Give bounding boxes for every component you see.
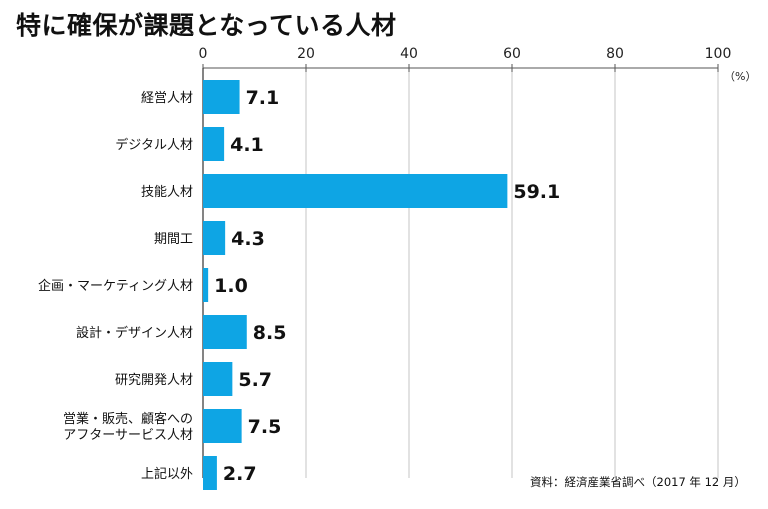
- data-label: 8.5: [253, 322, 287, 344]
- axis: 0 20 40 60 80 100 （%）: [199, 46, 756, 478]
- category-label: 営業・販売、顧客への: [63, 411, 193, 427]
- category-label: 上記以外: [141, 466, 193, 482]
- bar: [203, 80, 240, 114]
- data-label: 4.1: [230, 134, 264, 156]
- source-note: 資料：経済産業省調べ（2017 年 12 月）: [530, 475, 746, 489]
- data-label: 2.7: [223, 463, 257, 485]
- bar: [203, 315, 247, 349]
- bar: [203, 456, 217, 490]
- grid-lines: [305, 68, 719, 478]
- unit-label: （%）: [724, 70, 756, 83]
- bar: [203, 409, 242, 443]
- x-tick-label: 40: [400, 46, 418, 62]
- x-tick-label: 0: [199, 46, 208, 62]
- category-label: デジタル人材: [115, 137, 193, 153]
- category-label: 経営人材: [141, 91, 193, 106]
- bar: [203, 127, 225, 161]
- data-label: 59.1: [513, 181, 560, 203]
- category-label: 設計・デザイン人材: [76, 325, 193, 341]
- bar: [203, 174, 508, 208]
- x-tick-label: 20: [297, 46, 315, 62]
- x-tick-label: 80: [606, 46, 624, 62]
- category-label: 研究開発人材: [115, 373, 193, 388]
- data-label: 1.0: [214, 275, 248, 297]
- category-label: アフターサービス人材: [63, 428, 193, 443]
- data-label: 7.1: [246, 87, 280, 109]
- bar: [203, 221, 226, 255]
- bar: [203, 268, 209, 302]
- bar: [203, 362, 233, 396]
- chart-title: 特に確保が課題となっている人材: [16, 11, 397, 40]
- data-label: 5.7: [238, 369, 272, 391]
- bars: [203, 80, 508, 490]
- x-tick-label: 60: [503, 46, 521, 62]
- labels: 7.1 経営人材 4.1 デジタル人材 59.1 技能人材 4.3 期間工 1.0 企画・マーケテ…: [38, 87, 560, 485]
- category-label: 期間工: [154, 232, 193, 247]
- category-label: 企画・マーケティング人材: [38, 278, 193, 294]
- x-tick-label: 100: [705, 46, 732, 62]
- category-label: 技能人材: [141, 185, 193, 200]
- data-label: 4.3: [231, 228, 265, 250]
- data-label: 7.5: [248, 416, 282, 438]
